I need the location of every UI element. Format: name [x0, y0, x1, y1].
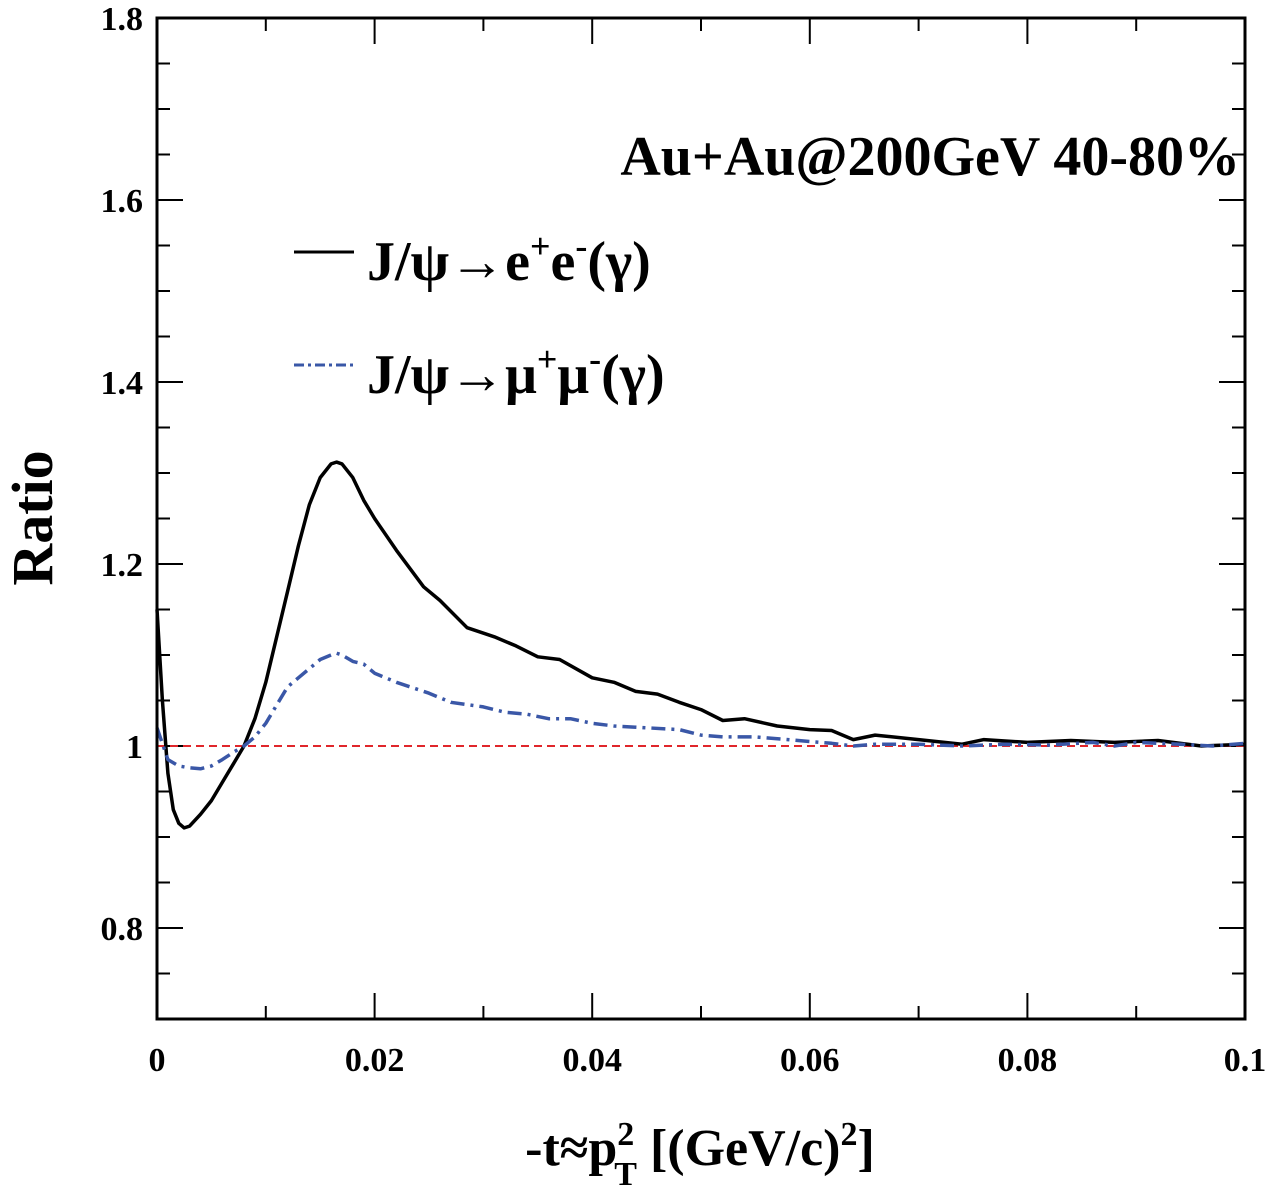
series-group	[155, 460, 1246, 830]
x-tick-label: 0.1	[1224, 1042, 1267, 1079]
x-tick-label: 0.08	[998, 1042, 1058, 1079]
x-axis-label: -t≈p2 T [(GeV/c)2]	[525, 1116, 875, 1193]
plot-frame	[155, 16, 1247, 1021]
x-tick-label: 0.06	[780, 1042, 840, 1079]
x-tick-label: 0.04	[562, 1042, 622, 1079]
legend-label-mumu: J/ψ→μ+μ-(γ)	[367, 339, 665, 406]
y-tick-label: 1.8	[101, 1, 144, 38]
chart-title: Au+Au@200GeV 40-80%	[620, 126, 1240, 188]
series-line-ee	[155, 460, 1246, 830]
y-axis-label: Ratio	[0, 450, 65, 585]
y-tick-label: 1	[126, 729, 143, 766]
x-tick-label: 0	[149, 1042, 166, 1079]
legend: J/ψ→e+e-(γ) J/ψ→μ+μ-(γ)	[294, 226, 665, 406]
y-tick-label: 1.4	[101, 365, 144, 402]
y-tick-label: 1.6	[101, 183, 144, 220]
y-tick-label: 0.8	[101, 911, 144, 948]
legend-label-ee: J/ψ→e+e-(γ)	[367, 226, 651, 293]
y-tick-label: 1.2	[101, 547, 144, 584]
tick-labels: 0.8 1 1.2 1.4 1.6 1.8 0 0.02 0.04 0.06 0.08 0.1	[101, 1, 1267, 1079]
series-line-mumu	[155, 651, 1246, 771]
x-tick-label: 0.02	[345, 1042, 405, 1079]
